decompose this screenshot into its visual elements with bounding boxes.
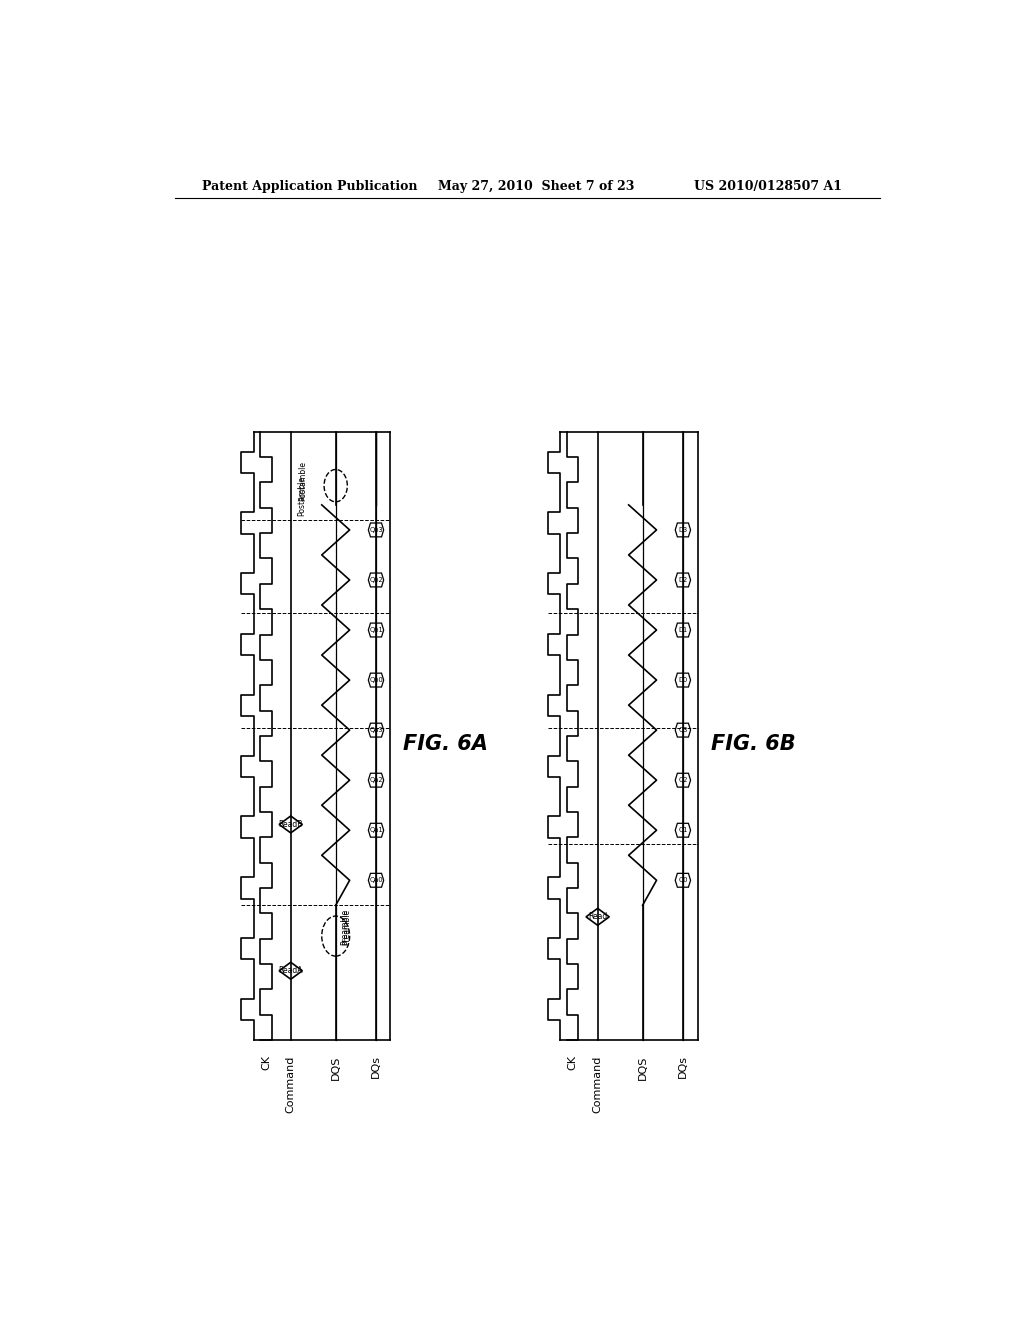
Text: Qb0: Qb0 [369,677,383,682]
Text: DQs: DQs [371,1056,381,1078]
Text: Q0: Q0 [678,878,688,883]
Polygon shape [369,623,384,638]
Text: DQS: DQS [638,1056,647,1080]
Polygon shape [369,573,384,587]
Polygon shape [675,824,690,837]
Polygon shape [280,962,302,979]
Polygon shape [675,774,690,787]
Text: Patent Application Publication: Patent Application Publication [202,181,417,194]
Text: Preamble: Preamble [342,909,351,945]
Text: D1: D1 [678,627,687,634]
Text: CK: CK [568,1056,578,1071]
Polygon shape [675,673,690,686]
Text: US 2010/0128507 A1: US 2010/0128507 A1 [693,181,842,194]
Text: Preamble: Preamble [341,909,349,945]
Text: Postamble: Postamble [297,477,306,516]
Text: Q2: Q2 [678,777,688,783]
Text: CK: CK [261,1056,271,1071]
Polygon shape [369,824,384,837]
Polygon shape [586,908,609,925]
Text: ReadB: ReadB [279,820,303,829]
Text: Qa0: Qa0 [370,878,383,883]
Text: Qb3: Qb3 [370,527,383,533]
Polygon shape [675,723,690,737]
Text: Qb1: Qb1 [370,627,383,634]
Text: Qa2: Qa2 [370,777,383,783]
Polygon shape [675,573,690,587]
Text: D3: D3 [678,527,687,533]
Polygon shape [675,874,690,887]
Polygon shape [369,774,384,787]
Text: Qa3: Qa3 [370,727,383,733]
Text: Q1: Q1 [678,828,687,833]
Text: Qb2: Qb2 [369,577,383,583]
Text: Command: Command [286,1056,296,1113]
Polygon shape [369,523,384,537]
Polygon shape [369,874,384,887]
Text: Qa1: Qa1 [370,828,383,833]
Text: DQs: DQs [678,1056,688,1078]
Text: ReadA: ReadA [279,966,303,975]
Polygon shape [280,816,302,833]
Text: Postamble: Postamble [298,461,307,502]
Text: Command: Command [593,1056,603,1113]
Polygon shape [675,523,690,537]
Text: D2: D2 [678,577,687,583]
Text: FIG. 6B: FIG. 6B [711,734,796,754]
Text: DQS: DQS [331,1056,341,1080]
Text: May 27, 2010  Sheet 7 of 23: May 27, 2010 Sheet 7 of 23 [438,181,635,194]
Text: Read: Read [588,912,607,921]
Text: D0: D0 [678,677,687,682]
Polygon shape [675,623,690,638]
Text: FIG. 6A: FIG. 6A [403,734,488,754]
Polygon shape [369,673,384,686]
Polygon shape [369,723,384,737]
Text: Q3: Q3 [678,727,687,733]
